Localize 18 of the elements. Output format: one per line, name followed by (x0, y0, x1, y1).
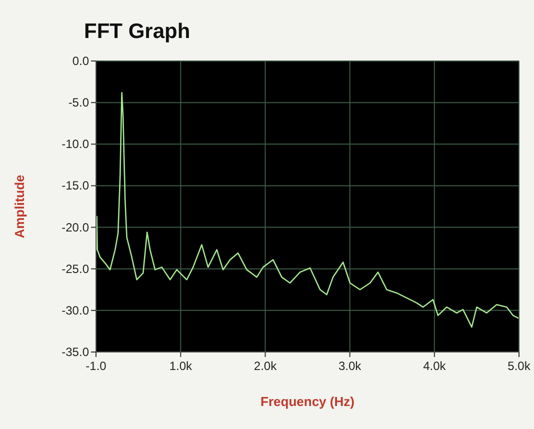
y-tick-label: -35.0 (62, 345, 90, 359)
x-axis-title: Frequency (Hz) (260, 394, 354, 409)
x-tick-label: 1.0k (169, 359, 194, 373)
x-tick-label: -1.0 (86, 359, 107, 373)
y-tick-label: -30.0 (62, 303, 90, 318)
x-tick-label: 4.0k (423, 359, 447, 373)
x-tick-label: 3.0k (338, 359, 362, 373)
y-tick-label: -25.0 (62, 262, 90, 276)
y-tick-label: -10.0 (62, 137, 90, 152)
y-tick-label: -5.0 (68, 96, 90, 110)
y-tick-label: -20.0 (62, 220, 90, 234)
chart-title: FFT Graph (84, 20, 190, 43)
y-tick-label: -15.0 (62, 178, 90, 193)
line-series (95, 92, 519, 328)
y-axis-title: Amplitude (12, 174, 27, 238)
x-tick-label: 2.0k (254, 359, 278, 373)
x-tick-label: 5.0k (508, 359, 532, 373)
y-tick-label: 0.0 (72, 54, 90, 68)
